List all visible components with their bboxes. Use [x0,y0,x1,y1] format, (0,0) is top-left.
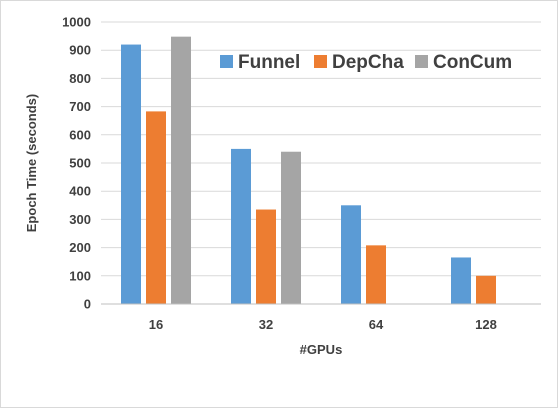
legend-label-concum: ConCum [433,52,512,73]
bar-funnel-128 [451,257,471,304]
bar-concum-32 [281,151,301,304]
y-tick-label: 500 [69,156,91,171]
x-tick-label: 64 [369,317,384,332]
legend-label-funnel: Funnel [238,52,300,73]
x-tick-label: 32 [259,317,273,332]
bar-concum-16 [171,36,191,304]
legend: Funnel DepCha ConCum [220,52,512,73]
bar-depcha-128 [476,275,496,304]
y-tick-label: 800 [69,71,91,86]
bar-funnel-32 [231,148,251,304]
y-tick-label: 400 [69,184,91,199]
bar-depcha-32 [256,209,276,304]
x-axis-tick-labels: 16 32 64 128 [149,317,497,332]
legend-swatch-depcha [314,55,327,68]
y-tick-label: 300 [69,212,91,227]
x-tick-label: 128 [475,317,497,332]
y-axis-title: Epoch Time (seconds) [24,94,39,232]
legend-swatch-concum [415,55,428,68]
y-tick-label: 900 [69,43,91,58]
x-tick-label: 16 [149,317,163,332]
y-tick-label: 0 [84,297,91,312]
y-axis-tick-labels: 0 100 200 300 400 500 600 700 800 900 1000 [62,15,91,312]
x-axis-title: #GPUs [300,342,343,357]
y-tick-label: 200 [69,240,91,255]
y-tick-label: 100 [69,268,91,283]
bar-series [121,36,496,305]
bar-depcha-64 [366,245,386,304]
y-tick-label: 700 [69,99,91,114]
legend-swatch-funnel [220,55,233,68]
bar-depcha-16 [146,111,166,304]
legend-label-depcha: DepCha [332,52,404,73]
y-tick-label: 1000 [62,15,91,30]
y-tick-label: 600 [69,127,91,142]
bar-funnel-64 [341,205,361,304]
bar-funnel-16 [121,44,141,305]
